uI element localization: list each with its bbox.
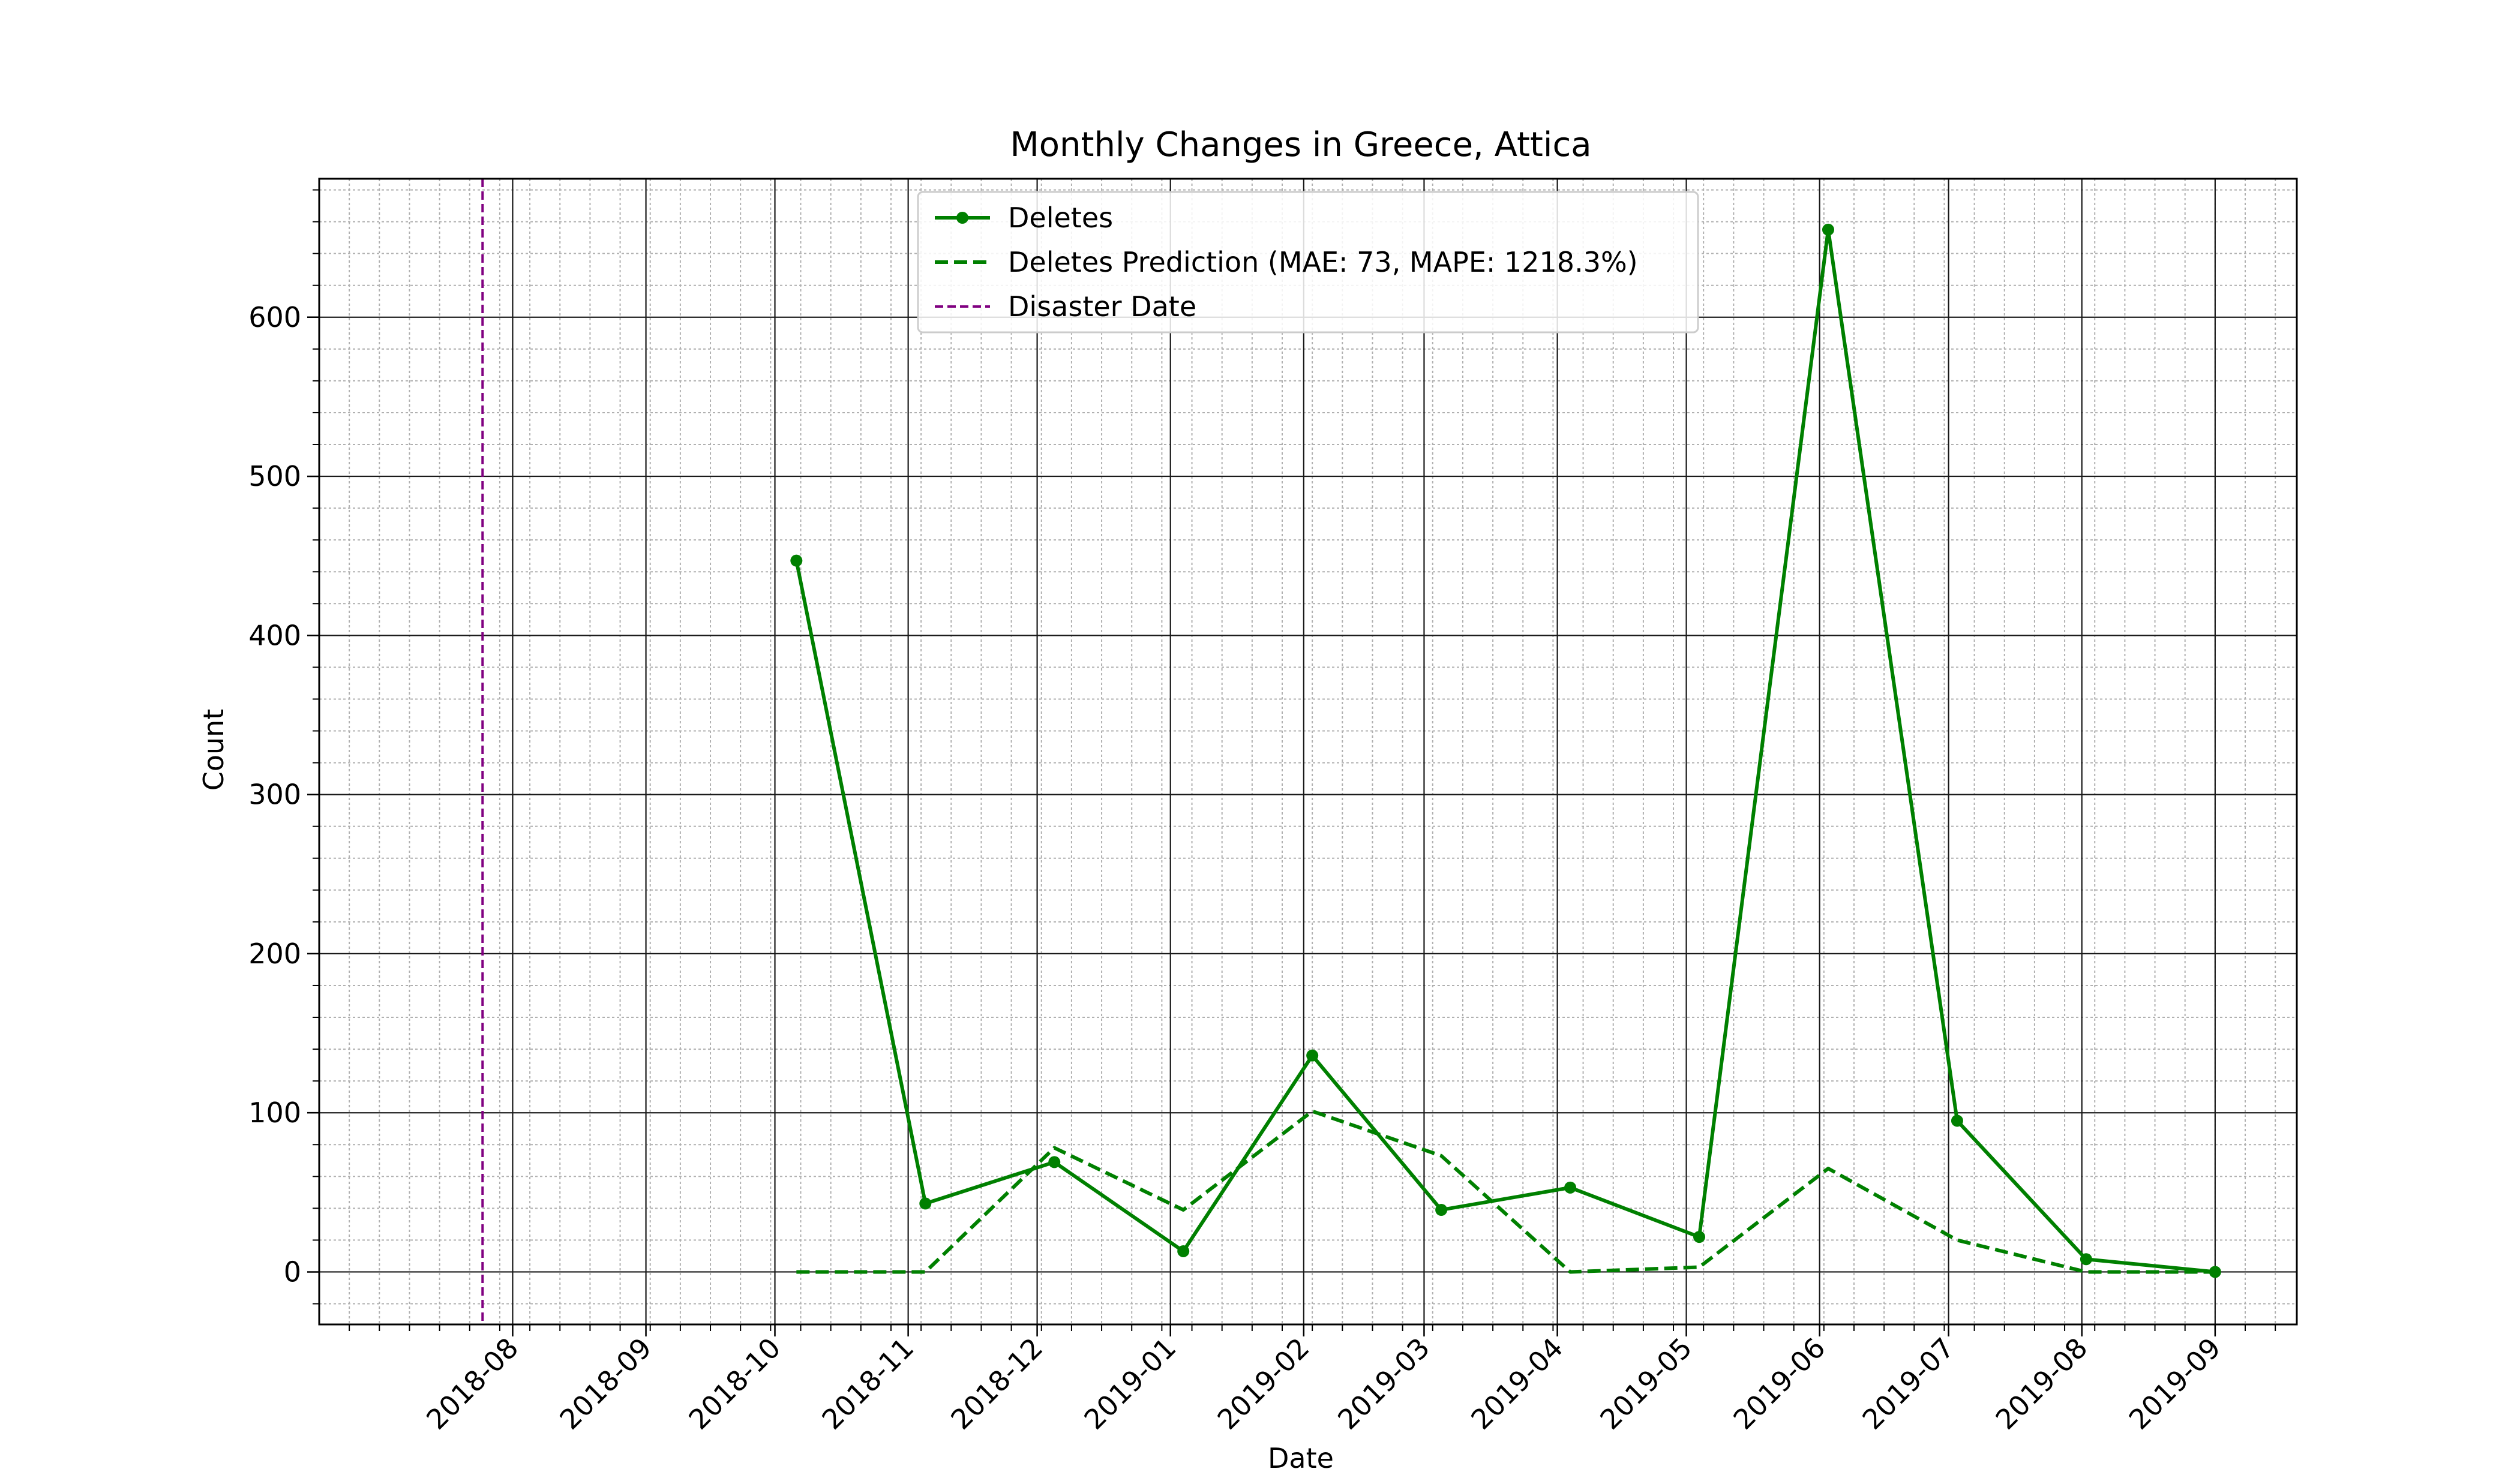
y-tick-label: 400 [248,619,301,651]
legend-box [917,191,1699,334]
major-grid [319,179,2297,1324]
series-layer [481,179,2221,1324]
y-tick-label: 600 [248,301,301,334]
deletes-point [1435,1204,1448,1216]
y-axis-label: Count [197,709,230,791]
legend-deletes-prediction-label: Deletes Prediction (MAE: 73, MAPE: 1218.… [1008,246,1638,278]
y-tick-label: 100 [248,1097,301,1129]
deletes-point [1822,223,1834,236]
legend: Deletes Deletes Prediction (MAE: 73, MAPE… [917,191,1699,334]
deletes-point [2209,1266,2221,1278]
plot-frame [318,178,2298,1326]
y-tick-label: 500 [248,460,301,492]
legend-disaster-date-label: Disaster Date [1008,290,1196,323]
deletes-point [1951,1114,1963,1127]
deletes-point [2080,1253,2092,1266]
chart-title: Monthly Changes in Greece, Attica [1010,125,1591,164]
deletes-point [790,554,803,567]
x-axis-label: Date [1268,1442,1334,1470]
deletes-point [919,1197,932,1210]
minor-grid [319,179,2297,1324]
deletes-point [1177,1245,1190,1257]
deletes-line [794,227,2216,1274]
deletes-point [1564,1181,1577,1194]
deletes-point [1048,1156,1061,1168]
y-tick-label: 300 [248,779,301,811]
legend-deletes-label: Deletes [1008,202,1113,234]
deletes-point [1306,1049,1319,1062]
deletes-point [1693,1231,1706,1243]
y-tick-label: 0 [284,1255,301,1288]
y-tick-label: 200 [248,938,301,970]
legend-deletes-marker [956,212,968,224]
